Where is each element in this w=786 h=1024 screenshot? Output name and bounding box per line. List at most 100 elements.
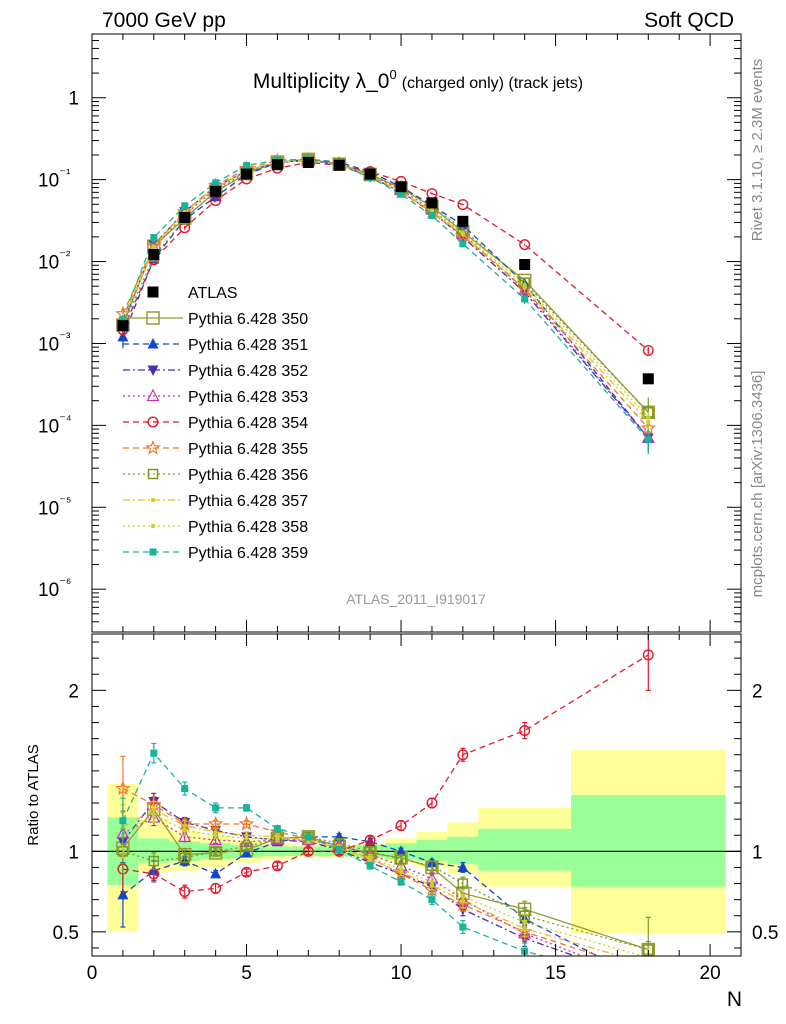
series-356-ratio-point (395, 854, 407, 865)
series-359-ratio-point (181, 785, 189, 793)
header-left-label: 7000 GeV pp (102, 9, 226, 32)
atlas-point (271, 159, 283, 171)
band-green-bin (478, 828, 572, 871)
axis-tick-labels: 0 5 10 15 20 1 10⁻¹ 10⁻² 10⁻³ 10⁻⁴ 10⁻⁵ 10⁻⁶ 0.5 0.5 1… (38, 89, 778, 984)
x-tick-label: 15 (545, 963, 566, 984)
mcplots-label: mcplots.cern.ch [arXiv:1306.3436] (749, 371, 766, 598)
legend-entry: Pythia 6.428 354 (123, 415, 308, 432)
series-359-main-point (521, 295, 529, 303)
series-359-ratio-point (304, 833, 312, 841)
series-354-ratio-point (179, 886, 191, 898)
title-main: Multiplicity λ_0 (253, 70, 390, 93)
series-356-ratio-point (457, 878, 469, 889)
atlas-point (364, 168, 376, 180)
series-354-ratio-point (271, 860, 283, 872)
legend-marker (150, 497, 156, 503)
series-355-ratio-point (393, 865, 409, 881)
x-tick-label: 0 (87, 963, 98, 984)
series-358-ratio-point (151, 812, 157, 817)
ratio-y-tick-label-left: 1 (68, 842, 79, 863)
series-359-main-point (212, 179, 220, 187)
plot-title: Multiplicity λ_00 (charged only) (track j… (253, 67, 583, 93)
series-358-main-point (460, 230, 466, 236)
analysis-label: ATLAS_2011_I919017 (346, 591, 486, 607)
series-359-ratio-point (645, 980, 652, 987)
y-tick-label: 10⁻² (38, 248, 71, 274)
series-356-ratio-point (148, 855, 160, 867)
series-354-ratio-point (395, 820, 407, 832)
atlas-point (302, 156, 314, 168)
series-359-main-point (181, 202, 189, 210)
y-tick-label: 10⁻¹ (38, 166, 71, 192)
x-tick-label: 10 (390, 963, 411, 984)
series-358-ratio-point (182, 828, 187, 833)
band-green-bin (571, 795, 726, 887)
y-tick-label: 10⁻⁶ (38, 575, 71, 601)
series-353-ratio-point (178, 829, 192, 842)
band-green-bin (447, 836, 479, 865)
series-359-ratio-point (119, 817, 127, 825)
series-355-ratio-point (238, 815, 255, 831)
legend-marker (147, 286, 159, 298)
series-359-ratio-point (366, 862, 374, 870)
y-tick-label: 1 (68, 89, 79, 110)
series-358-main-point (151, 244, 157, 250)
ratio-series-layer (115, 634, 656, 988)
series-355-ratio-point (115, 780, 131, 796)
series-354-main-point (642, 344, 654, 356)
atlas-point (148, 248, 160, 260)
legend-label: Pythia 6.428 358 (188, 519, 308, 536)
series-355-ratio-point (642, 966, 654, 978)
series-359-main-point (397, 190, 405, 198)
series-351-ratio-point (117, 888, 129, 900)
series-356-ratio-point (426, 860, 438, 872)
series-358-ratio-point (244, 836, 249, 841)
legend-label: Pythia 6.428 351 (188, 337, 308, 354)
ratio-panel-frame (91, 633, 742, 957)
series-354-main-point (457, 199, 469, 211)
series-359-main-point (119, 315, 127, 323)
legend-label: Pythia 6.428 354 (188, 415, 308, 432)
series-352-ratio-line (122, 800, 577, 956)
series-353-ratio-point (209, 832, 223, 846)
legend-marker (147, 338, 159, 349)
legend-marker (147, 365, 159, 376)
legend-entry: Pythia 6.428 353 (123, 388, 308, 406)
series-358-ratio-point (398, 866, 404, 872)
band-green-bin (416, 840, 448, 862)
series-359-main-point (150, 234, 158, 242)
series-351-main (117, 153, 654, 452)
series-354-main-point (519, 239, 531, 251)
series-354-ratio-point (302, 845, 314, 857)
series-358-main-point (522, 282, 527, 288)
series-359-ratio-point (459, 923, 467, 931)
series-358-ratio-point (275, 836, 280, 841)
series-359-ratio (119, 742, 652, 987)
ratio-y-tick-label-right: 1 (752, 842, 763, 863)
series-356-ratio-point (210, 846, 221, 857)
atlas-point (117, 320, 129, 332)
series-351-ratio-point (457, 861, 469, 872)
legend-label: Pythia 6.428 353 (188, 389, 308, 406)
series-359-ratio-point (273, 825, 281, 833)
atlas-point (241, 168, 253, 180)
series-351-main-point (117, 330, 129, 342)
x-tick-label: 20 (700, 963, 721, 984)
y-tick-label: 10⁻³ (38, 329, 71, 355)
atlas-point (519, 259, 531, 271)
series-352-ratio-point (643, 977, 654, 988)
ratio-y-axis-label: Ratio to ATLAS (25, 744, 42, 845)
atlas-point (179, 211, 191, 223)
atlas-point (426, 197, 438, 209)
legend-label: Pythia 6.428 357 (188, 493, 308, 510)
series-359-main-point (459, 240, 467, 248)
atlas-point (457, 215, 469, 227)
series-351-ratio-point (395, 845, 407, 856)
title-superscript: 0 (389, 67, 396, 82)
series-354-ratio (117, 634, 654, 899)
series-359-ratio-line (122, 751, 546, 956)
legend-entry: Pythia 6.428 357 (123, 493, 308, 510)
atlas-point (642, 373, 654, 385)
ratio-y-tick-label-right: 0.5 (752, 923, 778, 944)
